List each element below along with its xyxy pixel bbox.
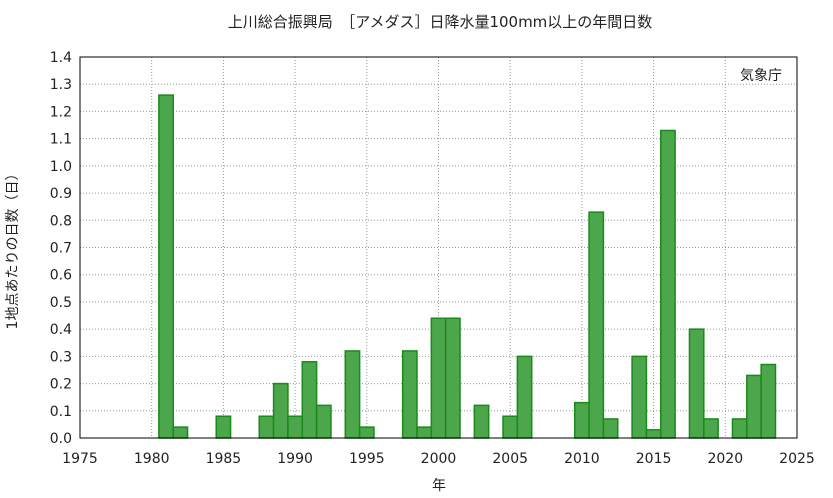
- y-tick-label: 0.8: [50, 213, 72, 229]
- x-tick-label: 2010: [564, 451, 600, 467]
- y-tick-label: 1.0: [50, 159, 72, 175]
- source-label: 気象庁: [740, 68, 782, 84]
- bar-2010: [573, 401, 590, 439]
- bar-1981: [158, 94, 174, 439]
- x-tick-label: 2000: [421, 451, 457, 467]
- bar-1998: [401, 350, 418, 439]
- bar-2015: [645, 429, 662, 439]
- bar-1982: [172, 426, 189, 439]
- bar-2014: [631, 355, 648, 439]
- bar-2011: [588, 211, 605, 439]
- bar-1991: [301, 361, 318, 439]
- plot-frame: [79, 56, 798, 439]
- y-tick-label: 1.4: [50, 50, 72, 66]
- bar-1995: [358, 426, 375, 439]
- bar-2023: [760, 363, 777, 439]
- y-tick-label: 1.1: [50, 132, 72, 148]
- y-tick-label: 0.7: [50, 241, 72, 257]
- bar-2003: [473, 404, 490, 439]
- y-tick-label: 1.2: [50, 104, 72, 120]
- x-tick-label: 1995: [349, 451, 385, 467]
- x-tick-label: 1985: [206, 451, 242, 467]
- bar-2001: [444, 317, 461, 439]
- x-tick-label: 1975: [62, 451, 98, 467]
- y-tick-label: 0.0: [50, 431, 72, 447]
- y-tick-label: 0.2: [50, 377, 72, 393]
- x-tick-label: 2015: [636, 451, 672, 467]
- bar-2018: [688, 328, 705, 439]
- bar-1988: [258, 415, 275, 439]
- bar-2021: [731, 418, 748, 439]
- bar-2006: [516, 355, 533, 439]
- x-tick-label: 2020: [707, 451, 743, 467]
- bar-1985: [215, 415, 232, 439]
- x-tick-label: 2005: [492, 451, 528, 467]
- bar-2000: [430, 317, 447, 439]
- chart-title: 上川総合振興局 ［アメダス］日降水量100mm以上の年間日数: [228, 13, 653, 31]
- bar-2005: [502, 415, 519, 439]
- bar-1999: [416, 426, 433, 439]
- grid: [80, 57, 797, 438]
- y-tick-label: 0.6: [50, 268, 72, 284]
- bar-1992: [315, 404, 332, 439]
- y-tick-label: 0.3: [50, 349, 72, 365]
- y-axis-label: 1地点あたりの日数（日）: [5, 167, 21, 330]
- bar-2019: [703, 418, 719, 439]
- bar-2022: [746, 374, 762, 439]
- bar-1989: [272, 382, 289, 439]
- y-tick-label: 0.9: [50, 186, 72, 202]
- x-tick-label: 2025: [779, 451, 815, 467]
- y-tick-label: 1.3: [50, 77, 72, 93]
- bars: [158, 94, 777, 439]
- bar-1994: [344, 350, 361, 439]
- y-tick-label: 0.5: [50, 295, 72, 311]
- bar-2016: [660, 129, 676, 439]
- x-axis-label: 年: [432, 478, 446, 494]
- bar-2012: [602, 418, 619, 439]
- y-tick-label: 0.1: [50, 404, 72, 420]
- x-tick-label: 1980: [134, 451, 170, 467]
- x-tick-labels: 1975 1980 1985 1990 1995 2000 2005 2010 2015 2020…: [62, 451, 815, 467]
- x-tick-label: 1990: [277, 451, 313, 467]
- bar-1990: [287, 415, 304, 439]
- y-tick-labels: 0.0 0.1 0.2 0.3 0.4 0.5 0.6 0.7 0.8 0.9 1.0 1.1 1.2 1…: [50, 50, 72, 447]
- y-tick-label: 0.4: [50, 322, 72, 338]
